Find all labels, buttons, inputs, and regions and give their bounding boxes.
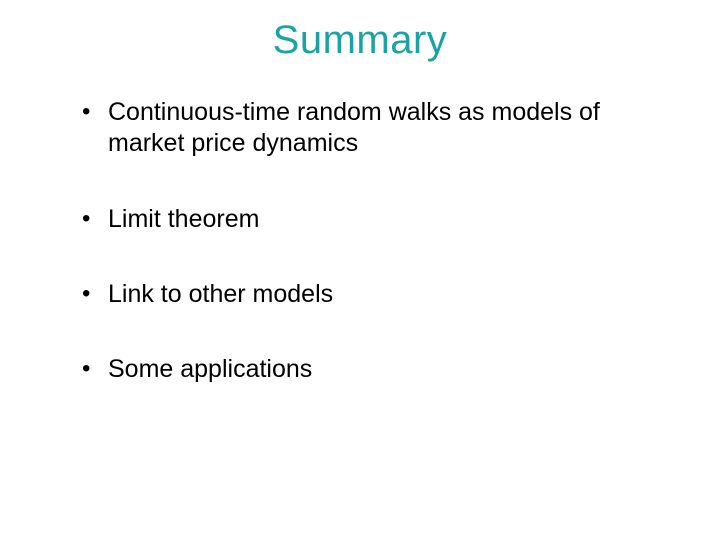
slide-title: Summary xyxy=(60,18,660,63)
list-item: Limit theorem xyxy=(82,204,660,235)
bullet-list: Continuous-time random walks as models o… xyxy=(60,97,660,385)
slide: Summary Continuous-time random walks as … xyxy=(0,0,720,540)
list-item: Continuous-time random walks as models o… xyxy=(82,97,660,160)
list-item: Some applications xyxy=(82,354,660,385)
list-item: Link to other models xyxy=(82,279,660,310)
